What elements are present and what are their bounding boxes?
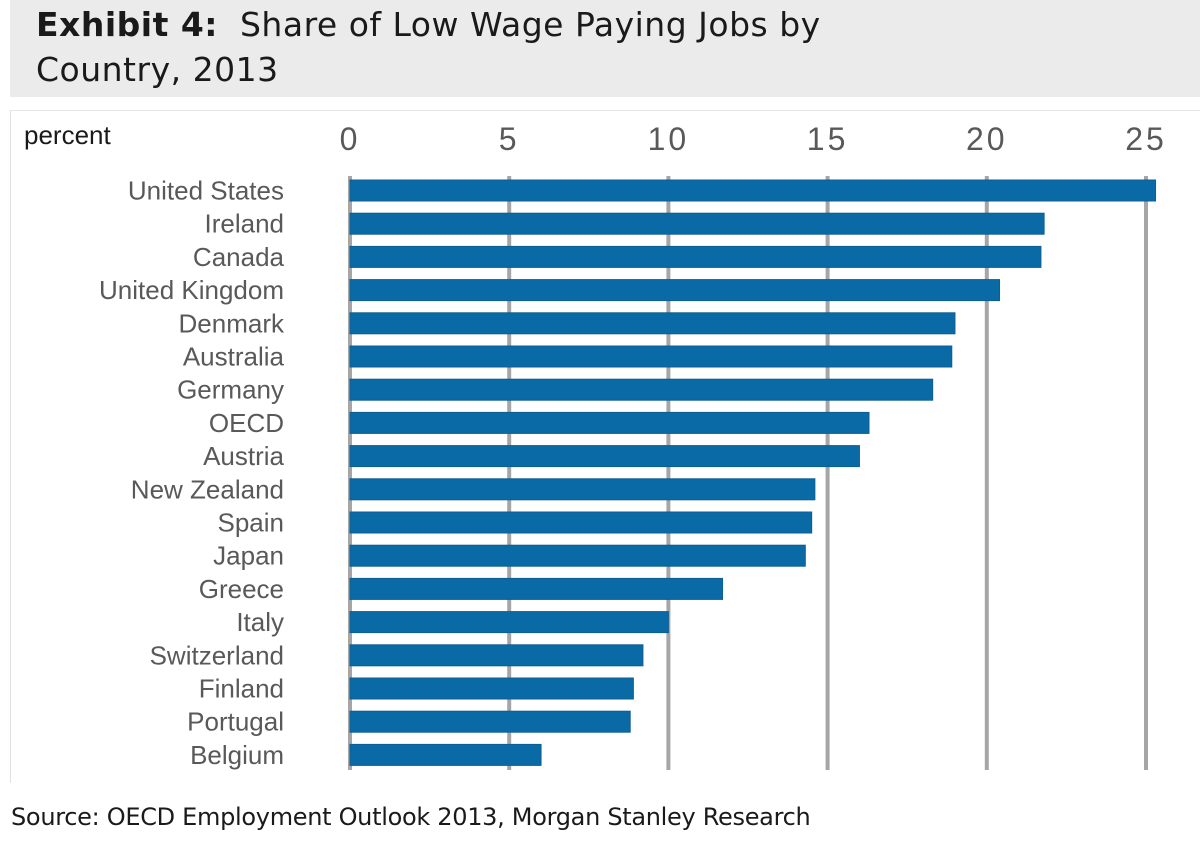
x-tick-label: 10 [648,121,690,157]
bar-germany [349,378,934,401]
bar-finland [349,677,634,700]
bar-portugal [349,710,631,733]
bar-spain [349,511,813,534]
bar-italy [349,611,669,634]
title-text: Share of Low Wage Paying Jobs by [239,5,821,44]
chart-frame [10,110,1200,783]
category-label: Greece [199,574,284,604]
category-label: Australia [183,342,285,372]
category-label: Finland [199,674,284,704]
axis-unit-label: percent [24,120,111,150]
category-label: Switzerland [150,640,284,670]
title-exhibit-label: Exhibit 4: [36,5,218,44]
gridlines [348,176,1148,770]
category-label: Italy [236,607,284,637]
bars [349,179,1157,766]
bar-united-kingdom [349,279,1001,302]
category-label: OECD [209,408,284,438]
bar-canada [349,245,1042,268]
bar-switzerland [349,644,644,667]
bar-new-zealand [349,478,816,501]
bar-united-states [349,179,1157,202]
x-tick-label: 25 [1125,121,1167,157]
source-note: Source: OECD Employment Outlook 2013, Mo… [11,803,811,831]
x-tick-label: 20 [966,121,1008,157]
title-band: Exhibit 4: Share of Low Wage Paying Jobs… [10,0,1200,97]
category-label: New Zealand [131,474,284,504]
bar-belgium [349,743,542,766]
category-label: Austria [203,441,284,471]
category-label: United States [128,176,284,206]
x-axis-ticks: 0 5 10 15 20 25 [340,121,1167,157]
category-label: Denmark [179,308,285,338]
x-tick-label: 5 [499,121,520,157]
category-label: United Kingdom [99,275,284,305]
bar-oecd [349,411,870,434]
bar-japan [349,544,806,567]
category-label: Portugal [187,707,284,737]
chart-title: Exhibit 4: Share of Low Wage Paying Jobs… [36,2,821,92]
bar-greece [349,577,724,600]
bar-ireland [349,212,1045,235]
category-label: Belgium [190,740,284,770]
title-text-line2: Country, 2013 [36,50,279,89]
bar-denmark [349,312,956,335]
x-tick-label: 15 [807,121,849,157]
category-label: Germany [177,375,284,405]
category-label: Spain [218,508,285,538]
category-label: Ireland [205,209,285,239]
x-tick-label: 0 [340,121,361,157]
bar-austria [349,445,860,468]
category-label: Canada [193,242,285,272]
bar-australia [349,345,953,368]
category-label: Japan [213,541,284,571]
